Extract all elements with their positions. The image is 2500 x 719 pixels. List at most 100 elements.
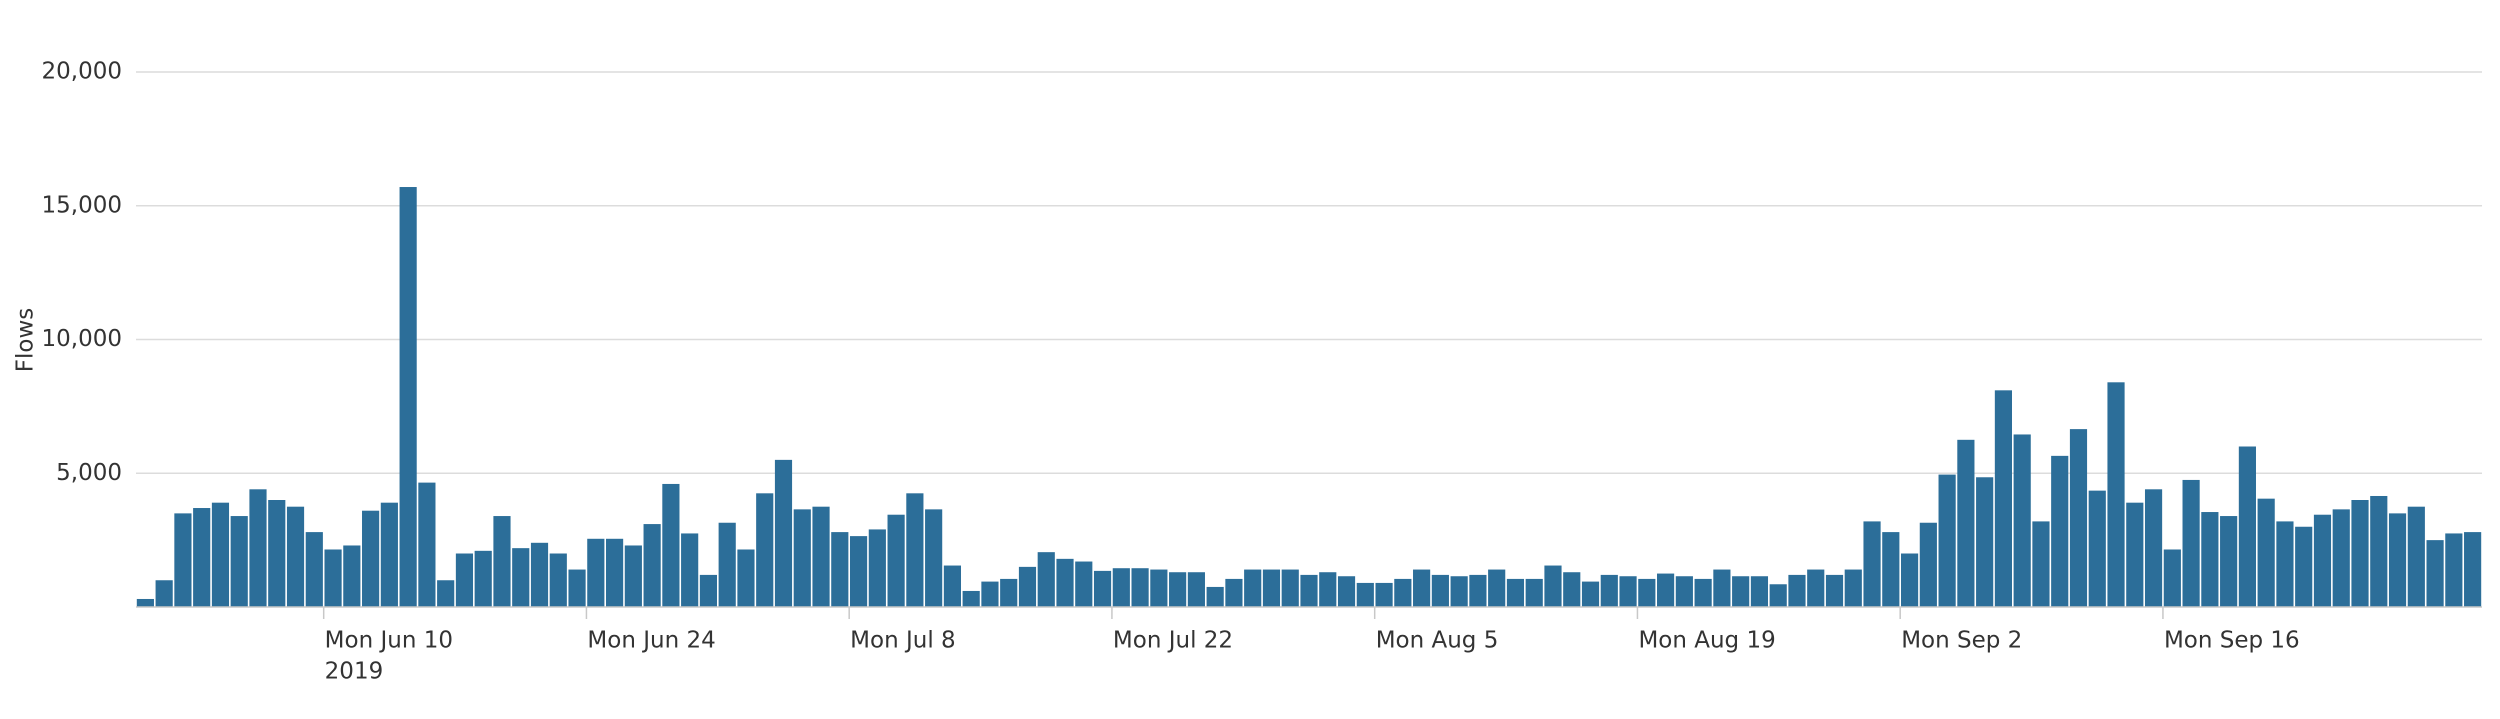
bar [2238,446,2256,607]
bar [2107,382,2125,607]
bar [624,545,642,607]
y-tick-label: 15,000 [42,192,122,218]
bar [1863,521,1881,607]
bar [2013,434,2031,607]
bar [193,508,211,607]
bar [1619,576,1637,607]
bar [756,493,774,607]
bar [981,581,999,607]
bar [1000,578,1018,607]
bar [1994,390,2012,607]
bar [737,549,755,607]
bar [2163,549,2181,607]
bar [1563,572,1581,607]
bar [925,509,943,607]
bar [1544,565,1562,607]
bar [549,553,567,607]
bar [868,529,886,607]
bar [474,550,492,607]
y-tick-label: 10,000 [42,326,122,352]
bar [2332,509,2350,607]
bar [1281,569,1299,607]
bar [943,565,961,607]
bar [606,538,624,607]
bar [530,542,549,607]
bar [1882,532,1900,607]
bar [455,553,474,607]
x-tick-label: Mon Sep 2 [1901,628,2022,654]
bar [174,513,192,607]
bar [1694,578,1712,607]
bar [1506,578,1525,607]
bar [681,533,699,607]
bar [1581,581,1600,607]
bar [793,509,811,607]
bar [1807,569,1825,607]
bar [1938,474,1956,607]
bar [2445,533,2463,607]
bar [2201,512,2219,607]
x-tick-label: Mon Jun 10 [325,628,453,654]
bar [774,459,793,607]
bar [1356,582,1374,607]
bar [1638,578,1656,607]
bar [2182,479,2200,607]
bar [643,524,661,607]
bar [2295,526,2313,607]
bar [249,489,267,607]
bar [437,580,455,607]
bar [962,590,980,607]
bar [512,548,530,607]
bar [1018,566,1037,607]
bar [1262,569,1281,607]
bar [362,510,380,607]
x-tick-sublabel: 2019 [325,659,384,685]
bar [1957,439,1975,607]
bar [1394,578,1412,607]
bar [1919,522,1937,607]
x-tick-label: Mon Sep 16 [2164,628,2300,654]
bar [305,532,323,607]
bar [399,187,417,607]
bar [1488,569,1506,607]
bar [1600,574,1618,607]
bar [1469,574,1487,607]
bar [887,514,905,607]
bar [831,532,849,607]
bar [1431,574,1449,607]
x-tick-label: Mon Aug 19 [1638,628,1775,654]
bar [1206,586,1224,607]
bar [380,502,398,607]
bar [2407,506,2425,607]
bar [2257,498,2275,607]
bar [906,493,924,607]
bar [1150,569,1168,607]
bar [1413,569,1431,607]
bar [2126,502,2144,607]
bar [324,549,342,607]
bar [2220,516,2238,607]
bar [155,580,173,607]
bar [1525,578,1543,607]
bar [1732,576,1750,607]
bar [1657,573,1675,607]
bar [1750,576,1769,607]
bar [1169,572,1187,607]
bar [2464,532,2482,607]
bar [2426,540,2444,607]
bar [568,569,586,607]
bar [1225,578,1243,607]
bar [1675,576,1693,607]
bar [2313,514,2332,607]
y-tick-label: 5,000 [56,460,122,486]
bar [2370,495,2388,607]
bar [493,516,511,607]
bar [587,538,605,607]
bar [1375,582,1393,607]
x-tick-label: Mon Jun 24 [587,628,715,654]
bar [1300,574,1318,607]
bar [699,574,718,607]
bar [1112,568,1130,607]
bar [1976,477,1994,607]
